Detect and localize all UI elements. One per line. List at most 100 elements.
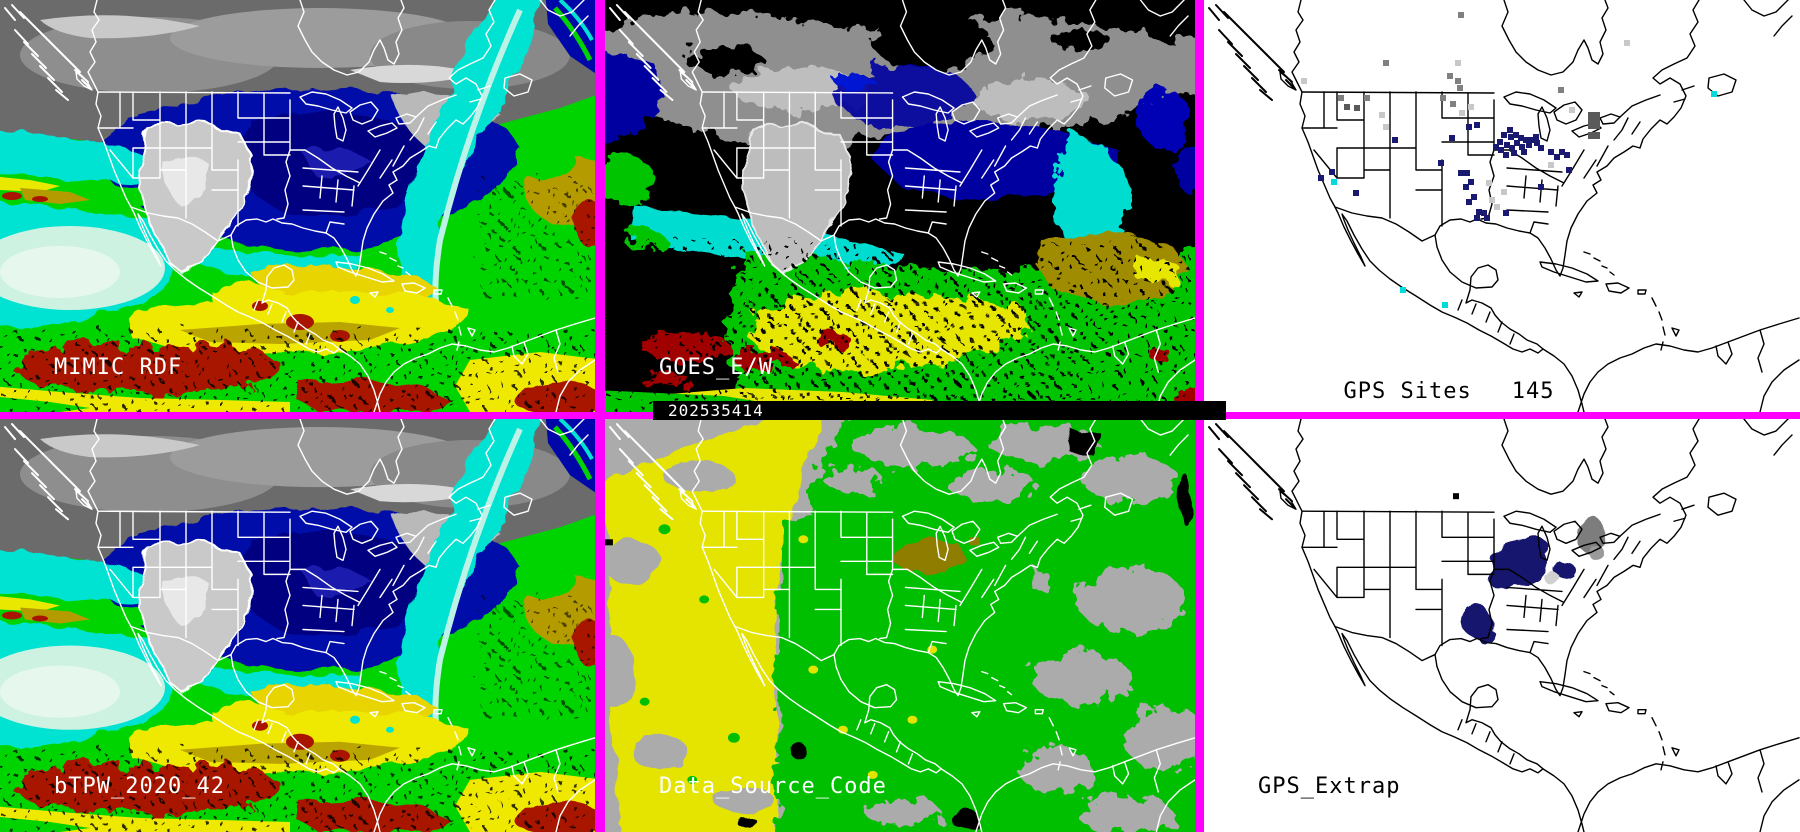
gps-site-marker <box>1501 132 1507 138</box>
gps-site-marker <box>1538 145 1544 151</box>
gps-site-marker <box>1503 152 1509 158</box>
gps-site-marker <box>1331 179 1337 185</box>
gps-site-marker <box>1364 95 1370 101</box>
gps-site-marker <box>1438 160 1444 166</box>
gps-sites-title: GPS Sites <box>1343 379 1472 404</box>
gps-site-marker <box>1471 194 1477 200</box>
panel-gps-sites: GPS Sites 145 <box>1204 0 1800 412</box>
gps-site-marker <box>1498 147 1504 153</box>
gps-site-marker <box>1468 179 1474 185</box>
gps-site-marker <box>1529 137 1535 143</box>
gps-site-marker <box>1514 140 1520 146</box>
gps-site-marker <box>1344 104 1350 110</box>
btpw-map <box>0 419 595 832</box>
gps-site-marker <box>1466 199 1472 205</box>
gps-site-marker <box>1458 170 1464 176</box>
gps-site-marker <box>1440 95 1446 101</box>
panel-data-source-code: Data_Source_Code <box>605 419 1195 832</box>
gps-site-marker <box>1507 127 1513 133</box>
gps-site-patch <box>1588 132 1600 139</box>
data-source-code-map <box>605 419 1195 832</box>
gps-site-marker <box>1383 60 1389 66</box>
gps-site-marker <box>1523 137 1529 143</box>
gps-site-marker <box>1569 107 1575 113</box>
gps-site-marker <box>1518 135 1524 141</box>
gps-site-marker <box>1513 132 1519 138</box>
gps-site-marker <box>1486 180 1492 186</box>
gps-site-marker <box>1476 209 1482 215</box>
gps-site-marker <box>1519 144 1525 150</box>
gps-site-marker <box>1538 184 1544 190</box>
gps-site-marker <box>1511 150 1517 156</box>
gps-site-marker <box>1504 142 1510 148</box>
panel-label-btpw: bTPW_2020_42 <box>54 774 225 799</box>
gps-site-marker <box>1457 85 1463 91</box>
gps-extrap-dot <box>1453 493 1459 500</box>
panel-label-gps-sites: GPS Sites 145 <box>1258 356 1554 412</box>
gps-site-marker <box>1468 104 1474 110</box>
gps-site-marker <box>1474 215 1480 221</box>
gps-extrap-region <box>1477 627 1495 644</box>
gps-site-marker <box>1533 134 1539 140</box>
gps-extrap-region <box>1543 571 1559 584</box>
gps-site-marker <box>1450 101 1456 107</box>
gps-site-marker <box>1534 140 1540 146</box>
gps-site-marker <box>1559 149 1565 155</box>
gps-site-marker <box>1459 110 1465 116</box>
gps-site-marker <box>1508 134 1514 140</box>
gps-site-marker <box>1458 12 1464 18</box>
gps-site-marker <box>1554 154 1560 160</box>
gps-site-marker <box>1501 189 1507 195</box>
gps-site-marker <box>1509 145 1515 151</box>
gps-site-marker <box>1442 302 1448 308</box>
panel-label-gps-extrap: GPS_Extrap <box>1258 774 1401 799</box>
gps-site-marker <box>1558 87 1564 93</box>
gps-site-marker <box>1455 60 1461 66</box>
gps-site-marker <box>1497 139 1503 145</box>
gps-sites-count: 145 <box>1511 379 1555 404</box>
gps-site-marker <box>1503 210 1509 216</box>
gps-site-marker <box>1464 170 1470 176</box>
gps-site-marker <box>1548 149 1554 155</box>
panel-gps-extrap: GPS_Extrap <box>1204 419 1800 832</box>
gps-site-marker <box>1494 204 1500 210</box>
gps-site-marker <box>1353 190 1359 196</box>
gps-site-marker <box>1481 210 1487 216</box>
gps-site-marker <box>1489 197 1495 203</box>
gps-extrap-region <box>1487 566 1517 589</box>
gps-sites-map <box>1208 0 1800 412</box>
gps-site-marker <box>1711 91 1717 97</box>
panel-label-mimic-rdf: MIMIC RDF <box>54 355 183 380</box>
panel-goes-ew: GOES_E/W <box>605 0 1195 412</box>
gps-site-marker <box>1354 105 1360 111</box>
gps-site-marker <box>1318 175 1324 181</box>
gps-site-marker <box>1383 124 1389 130</box>
gps-site-marker <box>1449 135 1455 141</box>
gps-site-patch <box>1588 112 1600 129</box>
gps-site-marker <box>1447 73 1453 79</box>
gps-site-marker <box>1624 40 1630 46</box>
gps-site-marker <box>1466 124 1472 130</box>
gps-site-marker <box>1379 112 1385 118</box>
gps-site-marker <box>1566 167 1572 173</box>
gps-site-marker <box>1400 287 1406 293</box>
gps-site-marker <box>1329 169 1335 175</box>
gps-extrap-region <box>1525 538 1549 557</box>
gps-site-marker <box>1463 184 1469 190</box>
panel-label-data-source-code: Data_Source_Code <box>659 774 887 799</box>
gps-extrap-region <box>1553 561 1575 578</box>
timestamp-bar: 202535414 <box>653 401 1226 420</box>
panel-btpw: bTPW_2020_42 <box>0 419 595 832</box>
gps-site-marker <box>1548 162 1554 168</box>
panel-label-goes-ew: GOES_E/W <box>659 355 773 380</box>
gps-site-marker <box>1493 144 1499 150</box>
timestamp-text: 202535414 <box>668 401 764 420</box>
gps-site-marker <box>1392 137 1398 143</box>
gps-site-marker <box>1338 95 1344 101</box>
gps-extrap-region <box>1589 546 1605 561</box>
panel-mimic-rdf: MIMIC RDF <box>0 0 595 412</box>
mimic-rdf-map <box>0 0 595 412</box>
gps-extrap-map <box>1207 419 1800 832</box>
gps-site-marker <box>1564 152 1570 158</box>
